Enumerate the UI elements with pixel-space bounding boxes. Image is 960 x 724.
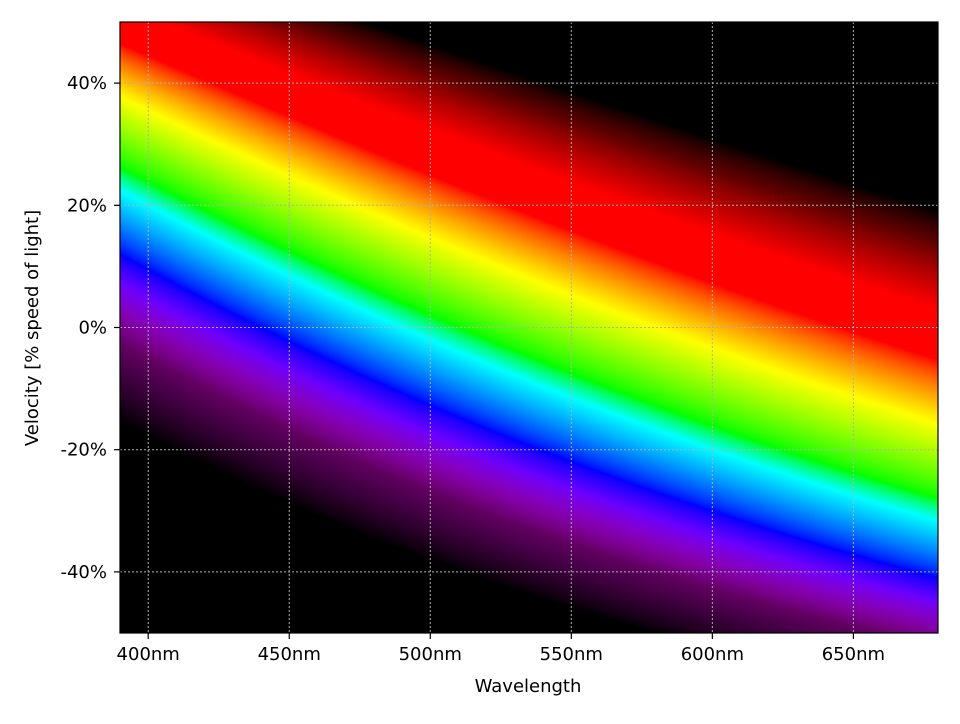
axes: 400nm 450nm 500nm 550nm 600nm 650nm -40% -20% 0%… (60, 21, 939, 665)
x-tick-label: 450nm (258, 644, 321, 665)
x-tick-label: 600nm (681, 644, 744, 665)
x-tick-label: 650nm (822, 644, 885, 665)
grid (120, 22, 938, 633)
y-tick-label: 0% (78, 318, 107, 339)
y-tick-label: -20% (60, 440, 107, 461)
y-axis-label: Velocity [% speed of light] (22, 210, 43, 446)
y-tick-label: 20% (67, 195, 107, 216)
x-axis-label: Wavelength (475, 676, 582, 697)
x-tick-label: 550nm (540, 644, 603, 665)
x-tick-label: 400nm (117, 644, 180, 665)
y-tick-label: -40% (60, 562, 107, 583)
y-tick-label: 40% (67, 73, 107, 94)
x-tick-label: 500nm (399, 644, 462, 665)
